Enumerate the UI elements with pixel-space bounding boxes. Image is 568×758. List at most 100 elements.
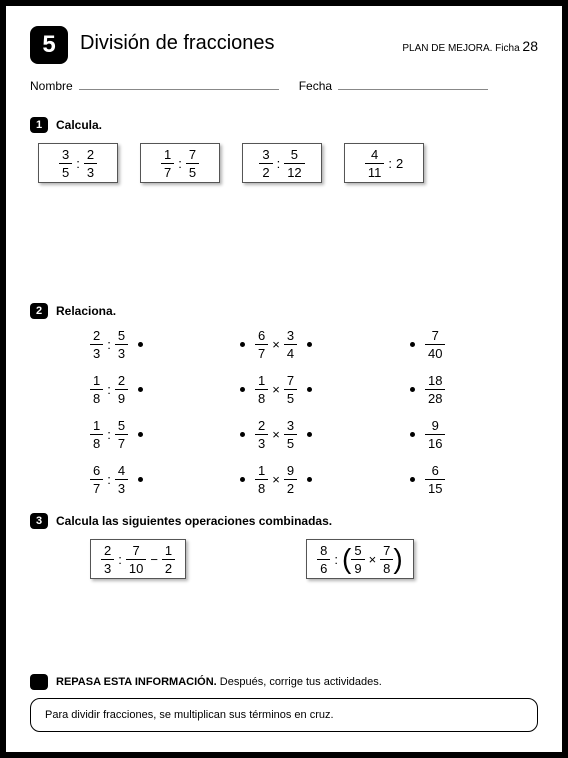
match-dot[interactable] xyxy=(307,477,312,482)
match-dot[interactable] xyxy=(307,387,312,392)
fecha-field: Fecha xyxy=(299,76,488,93)
match-dot[interactable] xyxy=(138,432,143,437)
fraction: 23 xyxy=(90,329,103,360)
match-dot[interactable] xyxy=(240,342,245,347)
section-relaciona: 2 Relaciona. 23:53 67×34 740 18:29 18×75 1828… xyxy=(30,303,538,495)
section-2-number: 2 xyxy=(30,303,48,319)
section-1-number: 1 xyxy=(30,117,48,133)
fraction: 43 xyxy=(115,464,128,495)
fraction: 18 xyxy=(90,419,103,450)
fraction: 615 xyxy=(425,464,445,495)
section-3-number: 3 xyxy=(30,513,48,529)
plan-label: PLAN DE MEJORA. Ficha 28 xyxy=(402,38,538,54)
fraction: 17 xyxy=(161,148,174,179)
fraction: 75 xyxy=(186,148,199,179)
calc-box: 17:75 xyxy=(140,143,220,183)
review-title: REPASA ESTA INFORMACIÓN. Después, corrig… xyxy=(56,676,382,688)
relate-middle: 67×34 xyxy=(240,329,380,360)
relate-left: 18:57 xyxy=(90,419,210,450)
relate-middle: 18×75 xyxy=(240,374,380,405)
match-dot[interactable] xyxy=(240,387,245,392)
fraction: 411 xyxy=(365,148,385,179)
fraction: 1828 xyxy=(425,374,445,405)
fraction: 29 xyxy=(115,374,128,405)
fraction: 35 xyxy=(284,419,297,450)
match-dot[interactable] xyxy=(410,432,415,437)
review-title-rest: Después, corrige tus actividades. xyxy=(217,676,382,688)
calc-box-row: 35:23 17:75 32:512 411:2 xyxy=(38,143,538,183)
relate-left: 67:43 xyxy=(90,464,210,495)
section-1-title: Calcula. xyxy=(56,118,102,132)
section-combinadas: 3 Calcula las siguientes operaciones com… xyxy=(30,513,538,579)
match-dot[interactable] xyxy=(240,432,245,437)
lesson-badge: 5 xyxy=(30,26,68,64)
worksheet-page: 5 División de fracciones PLAN DE MEJORA.… xyxy=(0,0,568,758)
section-3-header: 3 Calcula las siguientes operaciones com… xyxy=(30,513,538,529)
review-icon xyxy=(30,674,48,690)
header: 5 División de fracciones PLAN DE MEJORA.… xyxy=(30,26,538,64)
match-dot[interactable] xyxy=(138,342,143,347)
fraction: 78 xyxy=(380,544,393,575)
match-dot[interactable] xyxy=(410,387,415,392)
relate-left: 18:29 xyxy=(90,374,210,405)
combined-box: 86:(59×78) xyxy=(306,539,414,579)
fraction: 740 xyxy=(425,329,445,360)
fraction: 57 xyxy=(115,419,128,450)
section-2-header: 2 Relaciona. xyxy=(30,303,538,319)
fraction: 18 xyxy=(90,374,103,405)
fraction: 12 xyxy=(162,544,175,575)
plan-text: PLAN DE MEJORA. Ficha xyxy=(402,43,519,54)
fraction: 75 xyxy=(284,374,297,405)
match-dot[interactable] xyxy=(307,432,312,437)
match-dot[interactable] xyxy=(240,477,245,482)
fraction: 59 xyxy=(351,544,364,575)
relate-right: 740 xyxy=(410,329,490,360)
match-dot[interactable] xyxy=(138,387,143,392)
relate-right: 916 xyxy=(410,419,490,450)
relate-right: 1828 xyxy=(410,374,490,405)
fraction: 916 xyxy=(425,419,445,450)
section-calcula: 1 Calcula. 35:23 17:75 32:512 411:2 xyxy=(30,117,538,183)
fraction: 92 xyxy=(284,464,297,495)
match-dot[interactable] xyxy=(410,342,415,347)
relate-right: 615 xyxy=(410,464,490,495)
fraction: 18 xyxy=(255,374,268,405)
nombre-label: Nombre xyxy=(30,79,73,93)
combined-row: 23:710−1286:(59×78) xyxy=(90,539,538,579)
fecha-label: Fecha xyxy=(299,79,332,93)
review-header: REPASA ESTA INFORMACIÓN. Después, corrig… xyxy=(30,674,538,690)
fraction: 35 xyxy=(59,148,72,179)
match-dot[interactable] xyxy=(307,342,312,347)
fraction: 18 xyxy=(255,464,268,495)
review-box: Para dividir fracciones, se multiplican … xyxy=(30,698,538,732)
fraction: 53 xyxy=(115,329,128,360)
section-3-title: Calcula las siguientes operaciones combi… xyxy=(56,514,332,528)
fraction: 710 xyxy=(126,544,146,575)
name-date-row: Nombre Fecha xyxy=(30,76,538,93)
fraction: 512 xyxy=(284,148,304,179)
fraction: 23 xyxy=(101,544,114,575)
calc-box: 411:2 xyxy=(344,143,424,183)
fecha-line[interactable] xyxy=(338,76,488,90)
fraction: 34 xyxy=(284,329,297,360)
nombre-field: Nombre xyxy=(30,76,279,93)
fraction: 23 xyxy=(84,148,97,179)
calc-box: 35:23 xyxy=(38,143,118,183)
ficha-number: 28 xyxy=(522,38,538,54)
fraction: 67 xyxy=(90,464,103,495)
calc-box: 32:512 xyxy=(242,143,322,183)
fraction: 86 xyxy=(317,544,330,575)
match-dot[interactable] xyxy=(138,477,143,482)
relate-middle: 18×92 xyxy=(240,464,380,495)
match-dot[interactable] xyxy=(410,477,415,482)
section-1-header: 1 Calcula. xyxy=(30,117,538,133)
relate-left: 23:53 xyxy=(90,329,210,360)
fraction: 67 xyxy=(255,329,268,360)
section-2-title: Relaciona. xyxy=(56,304,116,318)
relate-middle: 23×35 xyxy=(240,419,380,450)
fraction: 32 xyxy=(259,148,272,179)
page-title: División de fracciones xyxy=(80,32,275,55)
review-section: REPASA ESTA INFORMACIÓN. Después, corrig… xyxy=(30,674,538,732)
relate-grid: 23:53 67×34 740 18:29 18×75 1828 18:57 23×35 916… xyxy=(90,329,538,495)
nombre-line[interactable] xyxy=(79,76,279,90)
